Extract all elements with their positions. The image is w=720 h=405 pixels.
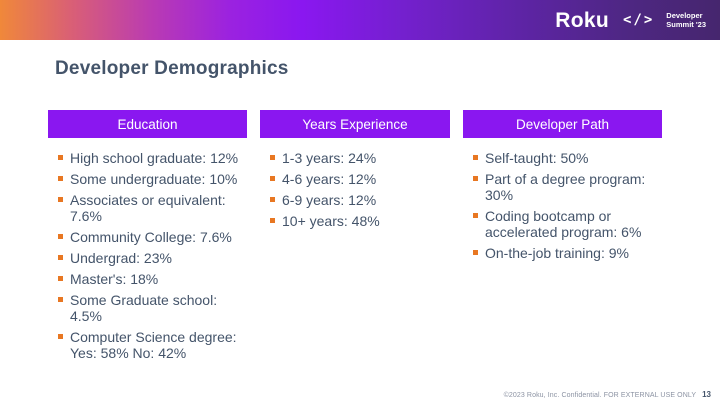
code-brackets-icon: </>	[622, 12, 655, 28]
bullet-square-icon	[58, 197, 63, 202]
bullet-square-icon	[58, 176, 63, 181]
years-experience-list: 1-3 years: 24% 4-6 years: 12% 6-9 years: 1…	[260, 150, 450, 229]
bullet-item: 4-6 years: 12%	[270, 171, 450, 187]
column-years-experience: Years Experience 1-3 years: 24% 4-6 years…	[260, 110, 450, 366]
bullet-item: 10+ years: 48%	[270, 213, 450, 229]
columns-container: Education High school graduate: 12% Some …	[48, 110, 662, 366]
page-title: Developer Demographics	[55, 58, 289, 79]
bullet-item: Computer Science degree: Yes: 58% No: 42…	[58, 329, 247, 361]
bullet-square-icon	[58, 155, 63, 160]
bullet-item-text: Part of a degree program: 30%	[485, 171, 646, 203]
bullet-square-icon	[473, 176, 478, 181]
bullet-square-icon	[473, 213, 478, 218]
bullet-item: Some undergraduate: 10%	[58, 171, 247, 187]
bullet-square-icon	[270, 218, 275, 223]
bullet-item: High school graduate: 12%	[58, 150, 247, 166]
education-list: High school graduate: 12% Some undergradu…	[48, 150, 247, 361]
event-name: Developer Summit '23	[666, 11, 706, 29]
top-gradient-bar: Roku </> Developer Summit '23	[0, 0, 720, 40]
bullet-square-icon	[270, 155, 275, 160]
column-education: Education High school graduate: 12% Some …	[48, 110, 247, 366]
bullet-item: Some Graduate school: 4.5%	[58, 292, 247, 324]
bullet-item: Part of a degree program: 30%	[473, 171, 662, 203]
bullet-item-text: High school graduate: 12%	[70, 150, 239, 166]
bullet-item-text: Master's: 18%	[70, 271, 159, 287]
bullet-square-icon	[473, 155, 478, 160]
bullet-item-text: 6-9 years: 12%	[282, 192, 377, 208]
bullet-item-text: On-the-job training: 9%	[485, 245, 629, 261]
education-header-bar: Education	[48, 110, 247, 138]
bullet-item-text: Undergrad: 23%	[70, 250, 172, 266]
bullet-item: Community College: 7.6%	[58, 229, 247, 245]
event-name-line1: Developer	[666, 11, 703, 20]
bullet-square-icon	[473, 250, 478, 255]
bullet-item-text: Coding bootcamp or accelerated program: …	[485, 208, 642, 240]
bullet-square-icon	[270, 176, 275, 181]
bullet-square-icon	[58, 234, 63, 239]
bullet-item-text: Associates or equivalent: 7.6%	[70, 192, 226, 224]
slide-footer: ©2023 Roku, Inc. Confidential. FOR EXTER…	[504, 390, 711, 399]
bullet-item-text: Computer Science degree: Yes: 58% No: 42…	[70, 329, 237, 361]
column-developer-path: Developer Path Self-taught: 50% Part of a…	[463, 110, 662, 366]
bullet-item-text: Some Graduate school: 4.5%	[70, 292, 218, 324]
bullet-square-icon	[58, 297, 63, 302]
bullet-item: 6-9 years: 12%	[270, 192, 450, 208]
page-number: 13	[702, 390, 711, 399]
developer-path-header-bar: Developer Path	[463, 110, 662, 138]
bullet-item: 1-3 years: 24%	[270, 150, 450, 166]
confidential-notice: ©2023 Roku, Inc. Confidential. FOR EXTER…	[503, 392, 697, 399]
bullet-item: Self-taught: 50%	[473, 150, 662, 166]
bullet-square-icon	[58, 334, 63, 339]
bullet-item-text: Self-taught: 50%	[485, 150, 589, 166]
years-experience-header-bar: Years Experience	[260, 110, 450, 138]
bullet-item: Coding bootcamp or accelerated program: …	[473, 208, 662, 240]
bullet-item: On-the-job training: 9%	[473, 245, 662, 261]
bullet-square-icon	[58, 276, 63, 281]
event-name-line2: Summit '23	[666, 20, 706, 29]
bullet-item-text: Some undergraduate: 10%	[70, 171, 238, 187]
bullet-item-text: 1-3 years: 24%	[282, 150, 377, 166]
bullet-item-text: Community College: 7.6%	[70, 229, 232, 245]
bullet-item: Associates or equivalent: 7.6%	[58, 192, 247, 224]
bullet-item: Master's: 18%	[58, 271, 247, 287]
bullet-item: Undergrad: 23%	[58, 250, 247, 266]
developer-path-list: Self-taught: 50% Part of a degree program…	[463, 150, 662, 261]
bullet-item-text: 4-6 years: 12%	[282, 171, 377, 187]
roku-logo: Roku	[555, 8, 609, 32]
bullet-square-icon	[270, 197, 275, 202]
bullet-item-text: 10+ years: 48%	[282, 213, 380, 229]
bullet-square-icon	[58, 255, 63, 260]
